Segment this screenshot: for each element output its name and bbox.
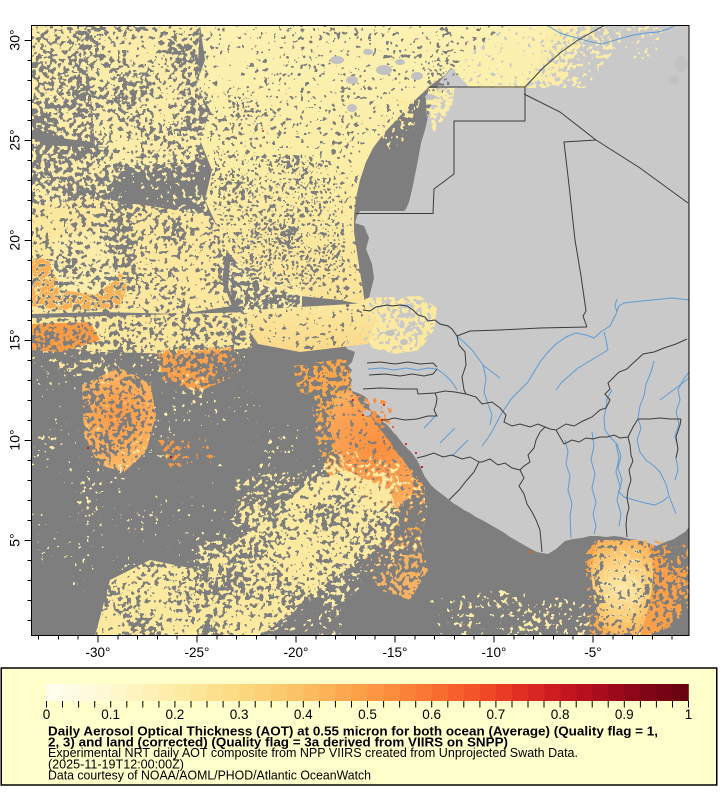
svg-text:0: 0 xyxy=(43,707,51,722)
svg-text:10°: 10° xyxy=(7,429,23,450)
svg-text:Experimental NRT daily AOT com: Experimental NRT daily AOT composite fro… xyxy=(48,745,578,760)
svg-text:-20°: -20° xyxy=(284,645,309,660)
svg-text:(2025-11-19T12:00:00Z): (2025-11-19T12:00:00Z) xyxy=(48,757,184,772)
svg-text:15°: 15° xyxy=(7,329,23,350)
svg-text:5°: 5° xyxy=(7,533,23,546)
svg-text:Daily Aerosol Optical Thicknes: Daily Aerosol Optical Thickness (AOT) at… xyxy=(48,724,658,739)
svg-text:0.4: 0.4 xyxy=(294,707,313,722)
svg-text:-15°: -15° xyxy=(383,645,408,660)
svg-text:Data courtesy of NOAA/AOML/PHO: Data courtesy of NOAA/AOML/PHOD/Atlantic… xyxy=(48,768,371,783)
svg-text:0.3: 0.3 xyxy=(230,707,249,722)
svg-text:30°: 30° xyxy=(7,29,23,50)
svg-text:1: 1 xyxy=(685,707,693,722)
svg-text:-25°: -25° xyxy=(185,645,210,660)
svg-text:-30°: -30° xyxy=(86,645,111,660)
svg-text:0.5: 0.5 xyxy=(358,707,377,722)
svg-text:-10°: -10° xyxy=(482,645,507,660)
svg-text:0.2: 0.2 xyxy=(166,707,185,722)
svg-text:0.1: 0.1 xyxy=(101,707,120,722)
svg-text:20°: 20° xyxy=(7,229,23,250)
svg-text:0.8: 0.8 xyxy=(551,707,570,722)
svg-text:-5°: -5° xyxy=(584,645,601,660)
svg-text:0.9: 0.9 xyxy=(615,707,634,722)
svg-text:0.7: 0.7 xyxy=(487,707,506,722)
svg-text:25°: 25° xyxy=(7,129,23,150)
svg-text:0.6: 0.6 xyxy=(422,707,441,722)
svg-text:2, 3) and land (corrected) (Qu: 2, 3) and land (corrected) (Quality flag… xyxy=(48,735,508,750)
